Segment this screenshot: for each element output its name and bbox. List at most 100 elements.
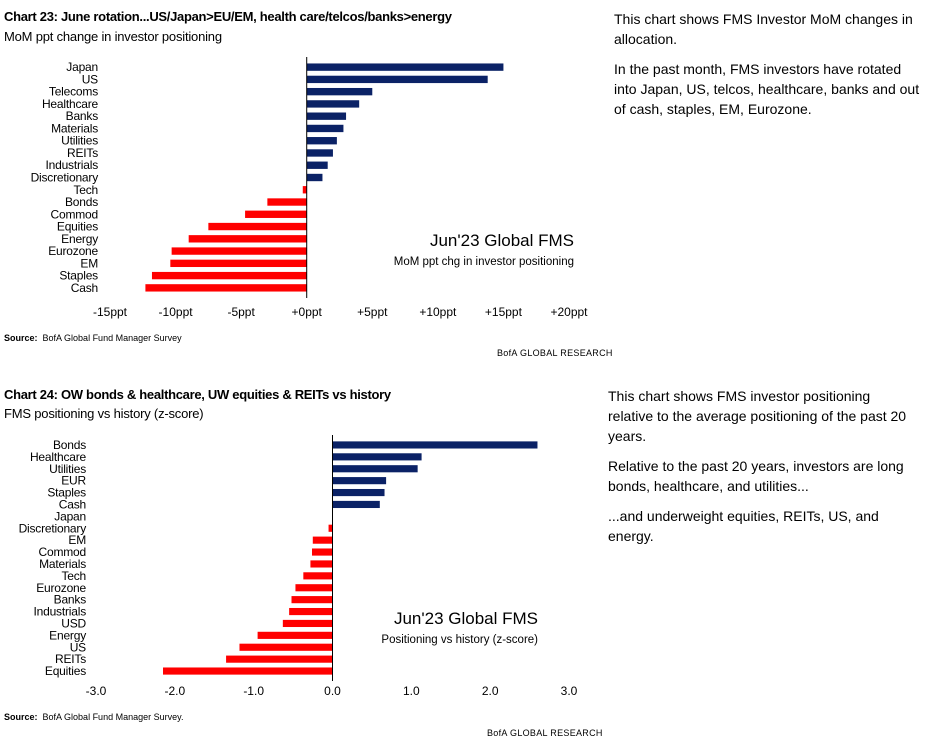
commentary-paragraph: This chart shows FMS investor positionin…: [608, 388, 907, 444]
category-label: US: [82, 72, 98, 86]
x-tick-label: -10ppt: [159, 305, 194, 319]
x-tick-label: 3.0: [561, 684, 578, 698]
category-label: Utilities: [61, 134, 98, 148]
chart-23-brand: BofA GLOBAL RESEARCH: [497, 348, 613, 358]
bar-equities: [163, 667, 333, 675]
category-label: Banks: [66, 109, 99, 123]
category-label: Industrials: [34, 605, 87, 619]
category-label: Eurozone: [36, 581, 86, 595]
category-label: Eurozone: [48, 244, 98, 258]
category-label: Equities: [45, 664, 86, 678]
category-label: Bonds: [65, 195, 98, 209]
category-label: Cash: [59, 497, 86, 511]
bar-industrials: [306, 161, 328, 169]
category-label: EUR: [61, 474, 86, 488]
chart-23-block: Chart 23: June rotation...US/Japan>EU/EM…: [0, 0, 612, 370]
x-tick-label: 1.0: [403, 684, 420, 698]
category-label: Staples: [47, 486, 86, 500]
category-label: Commod: [51, 207, 98, 221]
bar-staples: [151, 271, 307, 280]
commentary-paragraph: Relative to the past 20 years, investors…: [608, 458, 904, 494]
category-label: USD: [61, 616, 86, 630]
bar-commod: [312, 548, 333, 556]
bar-eurozone: [171, 247, 307, 255]
chart-24-commentary: This chart shows FMS investor positionin…: [608, 386, 918, 556]
chart-23-subtitle: MoM ppt change in investor positioning: [4, 29, 222, 44]
inner-chart-subtitle: Positioning vs history (z-score): [381, 634, 538, 646]
bar-banks: [291, 596, 333, 604]
bar-em: [170, 259, 307, 268]
bar-cash: [332, 500, 380, 509]
inner-chart-title: Jun'23 Global FMS: [394, 609, 538, 628]
category-label: Tech: [73, 183, 98, 197]
category-label: REITs: [67, 146, 98, 160]
category-label: Industrials: [46, 158, 99, 172]
bar-discretionary: [328, 524, 333, 532]
category-label: Banks: [54, 593, 87, 607]
bar-equities: [208, 222, 307, 231]
category-label: Materials: [39, 557, 86, 571]
category-label: US: [70, 640, 86, 654]
bar-industrials: [289, 607, 333, 616]
category-label: EM: [80, 256, 98, 270]
x-tick-label: 0.0: [324, 684, 341, 698]
category-label: Materials: [51, 121, 98, 135]
x-tick-label: +0ppt: [292, 305, 323, 319]
chart-24-block: Chart 24: OW bonds & healthcare, UW equi…: [0, 380, 603, 749]
category-label: Japan: [66, 60, 98, 74]
inner-chart-subtitle: MoM ppt chg in investor positioning: [394, 256, 574, 268]
bar-japan: [306, 63, 504, 71]
category-label: Equities: [57, 220, 98, 234]
category-label: Commod: [39, 545, 86, 559]
commentary-paragraph: In the past month, FMS investors have ro…: [614, 61, 920, 117]
bar-em: [312, 536, 333, 544]
category-label: Bonds: [53, 438, 86, 452]
bar-energy: [257, 631, 333, 639]
x-tick-label: -15ppt: [93, 305, 128, 319]
bar-reits: [226, 655, 333, 663]
chart-24-brand: BofA GLOBAL RESEARCH: [487, 728, 603, 738]
chart-24-subtitle: FMS positioning vs history (z-score): [4, 406, 204, 421]
source-text: BofA Global Fund Manager Survey: [42, 333, 182, 343]
inner-chart-title: Jun'23 Global FMS: [430, 231, 574, 250]
bar-discretionary: [306, 173, 323, 182]
bar-banks: [306, 112, 347, 120]
commentary-paragraph: ...and underweight equities, REITs, US, …: [608, 508, 879, 544]
category-label: Energy: [49, 628, 86, 642]
category-label: Staples: [59, 269, 98, 283]
bar-materials: [306, 124, 344, 133]
category-label: Cash: [71, 281, 98, 295]
category-label: Discretionary: [31, 171, 99, 185]
category-label: Healthcare: [42, 97, 99, 111]
x-tick-label: -1.0: [243, 684, 264, 698]
category-label: Tech: [61, 569, 86, 583]
category-label: REITs: [55, 652, 86, 666]
bar-tech: [303, 572, 333, 580]
category-label: EM: [68, 533, 86, 547]
bar-healthcare: [306, 100, 360, 108]
bar-bonds: [332, 441, 538, 449]
chart-23-source: Source: BofA Global Fund Manager Survey: [4, 333, 182, 343]
source-label: Source:: [4, 333, 38, 343]
x-tick-label: +15ppt: [485, 305, 523, 319]
x-tick-label: -3.0: [86, 684, 107, 698]
bar-cash: [145, 284, 307, 292]
bar-eurozone: [295, 584, 333, 592]
chart-24-title: Chart 24: OW bonds & healthcare, UW equi…: [4, 387, 391, 402]
category-label: Telecoms: [49, 85, 98, 99]
category-label: Healthcare: [30, 450, 87, 464]
x-tick-label: +20ppt: [550, 305, 588, 319]
bar-eur: [332, 477, 387, 485]
chart-23-title: Chart 23: June rotation...US/Japan>EU/EM…: [4, 9, 452, 24]
bar-usd: [282, 619, 333, 628]
bar-tech: [302, 186, 307, 194]
x-tick-label: -2.0: [164, 684, 185, 698]
category-label: Utilities: [49, 462, 86, 476]
bar-utilities: [332, 465, 418, 473]
x-tick-label: +5ppt: [357, 305, 388, 319]
bar-telecoms: [306, 87, 373, 96]
bar-staples: [332, 488, 385, 497]
bar-bonds: [267, 198, 307, 206]
chart-24-plot: BondsHealthcareUtilitiesEURStaplesCashJa…: [19, 435, 578, 698]
bar-commod: [245, 210, 307, 218]
